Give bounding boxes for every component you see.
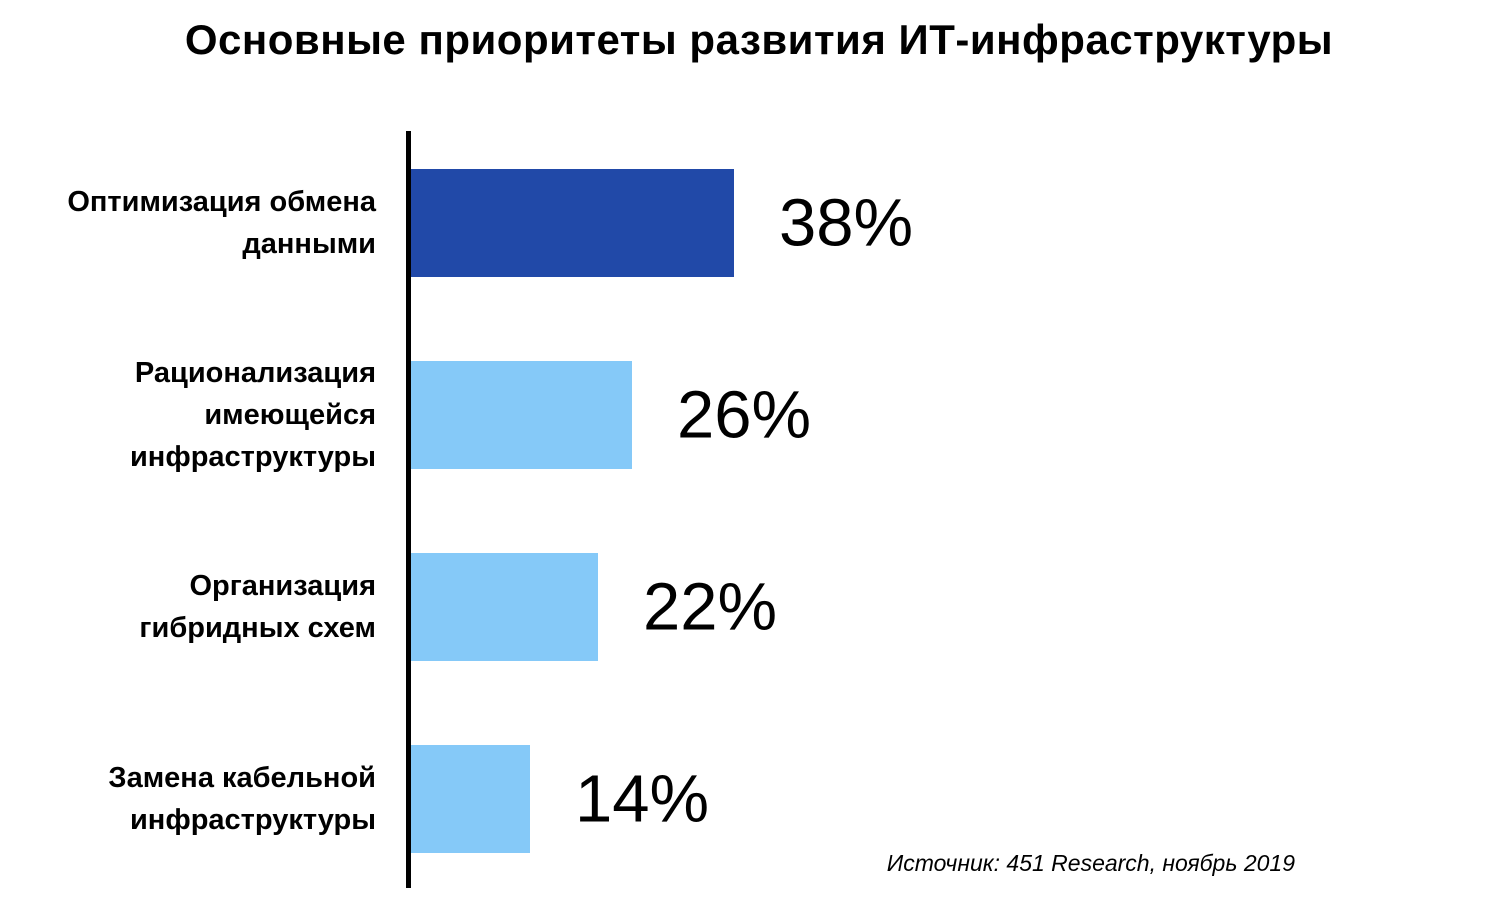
category-label: Рационализация имеющейся инфраструктуры <box>129 356 376 474</box>
chart-title: Основные приоритеты развития ИТ-инфрастр… <box>184 16 1334 63</box>
bar-row-cable-replacement: Замена кабельной инфраструктуры 14% <box>0 745 1488 853</box>
category-label: Замена кабельной инфраструктуры <box>108 761 376 836</box>
bar-cable-replacement <box>411 745 530 853</box>
value-label: 22% <box>643 569 778 645</box>
category-label: Организация гибридных схем <box>139 569 376 644</box>
bar-rationalization <box>411 361 632 469</box>
bar-data-exchange <box>411 169 734 277</box>
category-label: Оптимизация обмена данными <box>67 185 376 260</box>
bar-hybrid-schemes <box>411 553 598 661</box>
value-label: 38% <box>779 185 914 261</box>
y-axis-line <box>406 131 411 888</box>
bar-row-hybrid-schemes: Организация гибридных схем 22% <box>0 553 1488 661</box>
bar-row-rationalization: Рационализация имеющейся инфраструктуры … <box>0 357 1488 473</box>
value-label: 26% <box>677 377 812 453</box>
value-label: 14% <box>575 761 710 837</box>
bar-row-data-exchange: Оптимизация обмена данными 38% <box>0 169 1488 277</box>
source-note: Источник: 451 Research, ноябрь 2019 <box>886 850 1295 876</box>
